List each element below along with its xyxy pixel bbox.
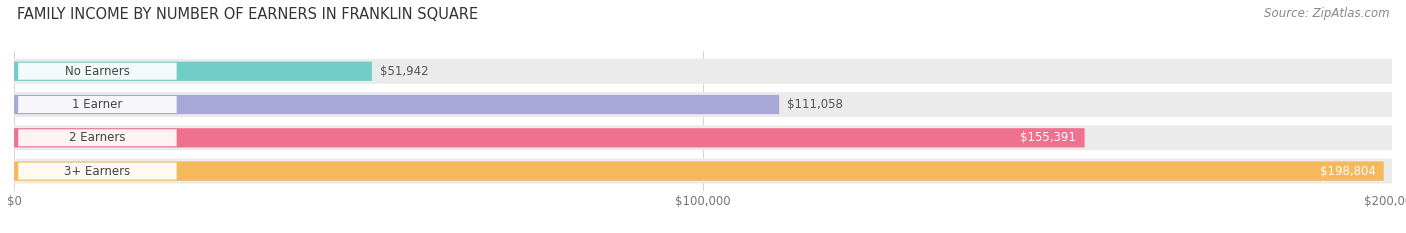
FancyBboxPatch shape [14, 92, 1392, 117]
Text: Source: ZipAtlas.com: Source: ZipAtlas.com [1264, 7, 1389, 20]
FancyBboxPatch shape [18, 63, 177, 80]
FancyBboxPatch shape [14, 59, 1392, 84]
Text: $51,942: $51,942 [380, 65, 429, 78]
FancyBboxPatch shape [18, 96, 177, 113]
FancyBboxPatch shape [14, 159, 1392, 184]
Text: $198,804: $198,804 [1320, 164, 1375, 178]
Text: 2 Earners: 2 Earners [69, 131, 125, 144]
FancyBboxPatch shape [14, 125, 1392, 150]
Text: $111,058: $111,058 [787, 98, 844, 111]
Text: FAMILY INCOME BY NUMBER OF EARNERS IN FRANKLIN SQUARE: FAMILY INCOME BY NUMBER OF EARNERS IN FR… [17, 7, 478, 22]
Text: 3+ Earners: 3+ Earners [65, 164, 131, 178]
FancyBboxPatch shape [14, 95, 779, 114]
FancyBboxPatch shape [14, 62, 373, 81]
FancyBboxPatch shape [14, 128, 1084, 147]
Text: $155,391: $155,391 [1021, 131, 1077, 144]
Text: 1 Earner: 1 Earner [72, 98, 122, 111]
FancyBboxPatch shape [14, 161, 1384, 181]
FancyBboxPatch shape [18, 129, 177, 146]
Text: No Earners: No Earners [65, 65, 129, 78]
FancyBboxPatch shape [18, 163, 177, 180]
